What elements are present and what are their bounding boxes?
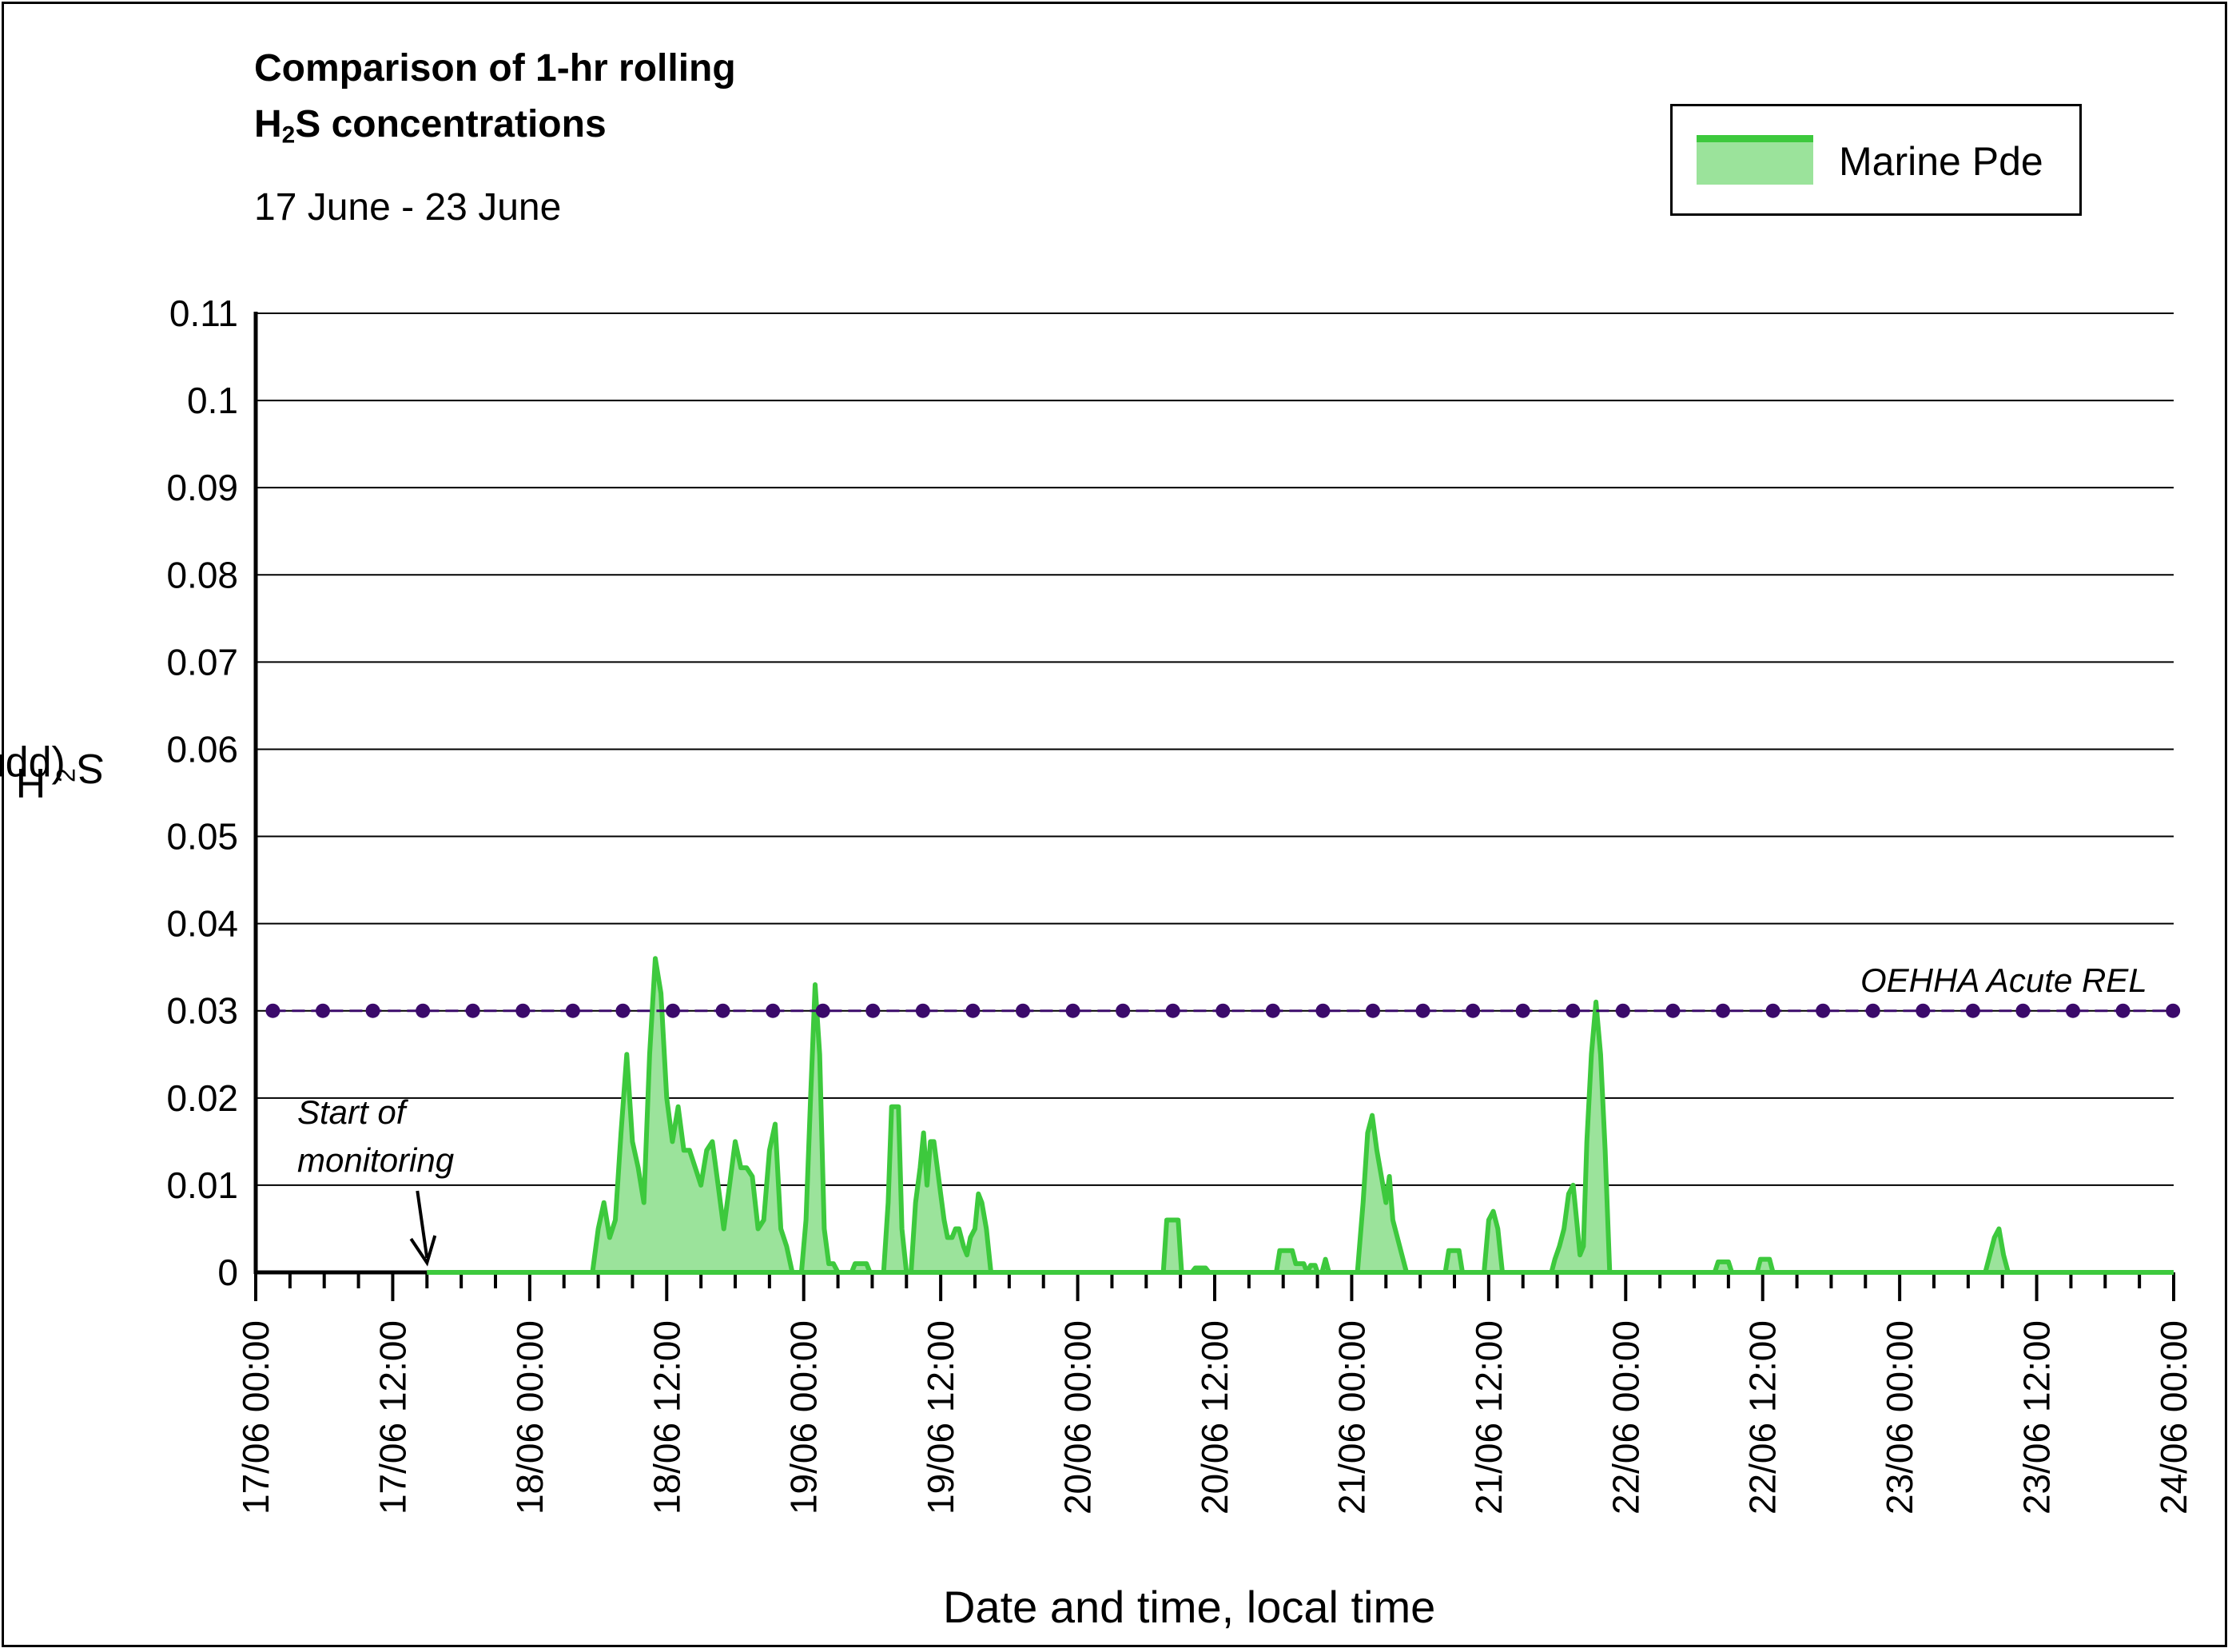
y-tick-label-7: 0.07 <box>166 641 238 683</box>
oehha-marker-2 <box>365 1003 380 1018</box>
series-layer <box>427 956 2174 1275</box>
y-tick-label-4: 0.04 <box>166 903 238 945</box>
oehha-marker-11 <box>815 1003 830 1018</box>
annotation-layer <box>409 1190 437 1267</box>
y-tick-label-5: 0.05 <box>166 816 238 858</box>
oehha-marker-9 <box>715 1003 730 1018</box>
oehha-marker-26 <box>1566 1003 1581 1018</box>
x-tick-label-6: 20/06 00:00 <box>1057 1320 1099 1515</box>
x-tick-labels: 17/06 00:00 17/06 12:00 18/06 00:00 18/06 1… <box>235 1320 2194 1515</box>
oehha-marker-16 <box>1065 1003 1080 1018</box>
x-tick-label-0: 17/06 00:00 <box>235 1320 277 1515</box>
x-tick-label-8: 21/06 00:00 <box>1331 1320 1372 1515</box>
oehha-marker-38 <box>2166 1003 2181 1018</box>
y-tick-label-8: 0.08 <box>166 554 238 595</box>
chart-subtitle: 17 June - 23 June <box>254 186 562 229</box>
y-tick-label-11: 0.11 <box>169 293 238 334</box>
y-tick-label-0: 0 <box>217 1252 238 1293</box>
annotation-start-of-monitoring-line1: Start of <box>297 1093 406 1131</box>
oehha-marker-18 <box>1165 1003 1180 1018</box>
oehha-marker-12 <box>865 1003 881 1018</box>
chart-title-line1: Comparison of 1-hr rolling <box>254 47 736 90</box>
oehha-marker-37 <box>2115 1003 2131 1018</box>
oehha-marker-7 <box>615 1003 631 1018</box>
x-tick-label-14: 24/06 00:00 <box>2153 1320 2194 1515</box>
y-tick-label-2: 0.02 <box>166 1077 238 1119</box>
series-marine-pde-line <box>427 956 2174 1275</box>
oehha-marker-25 <box>1515 1003 1530 1018</box>
oehha-marker-0 <box>265 1003 280 1018</box>
x-tick-label-3: 18/06 12:00 <box>646 1320 687 1515</box>
y-tick-label-10: 0.1 <box>187 380 238 421</box>
x-tick-label-7: 20/06 12:00 <box>1194 1320 1235 1515</box>
oehha-marker-17 <box>1116 1003 1131 1018</box>
oehha-marker-5 <box>515 1003 531 1018</box>
oehha-marker-21 <box>1315 1003 1331 1018</box>
oehha-marker-32 <box>1865 1003 1880 1018</box>
x-tick-label-10: 22/06 00:00 <box>1605 1320 1646 1515</box>
axes <box>253 312 2175 1301</box>
legend-label-marine-pde: Marine Pde <box>1839 139 2043 184</box>
series-marine-pde-area <box>427 958 2174 1272</box>
chart-title-line2: H2S concentrations <box>254 103 607 149</box>
oehha-marker-10 <box>766 1003 781 1018</box>
oehha-marker-15 <box>1016 1003 1030 1018</box>
x-tick-label-1: 17/06 12:00 <box>372 1320 413 1515</box>
oehha-marker-27 <box>1615 1003 1630 1018</box>
x-tick-label-5: 19/06 12:00 <box>920 1320 961 1515</box>
x-tick-label-13: 23/06 12:00 <box>2016 1320 2058 1515</box>
oehha-marker-29 <box>1716 1003 1730 1018</box>
y-tick-label-3: 0.03 <box>166 990 238 1032</box>
oehha-marker-6 <box>565 1003 580 1018</box>
start-of-monitoring-arrow-shaft <box>416 1190 429 1259</box>
oehha-marker-20 <box>1265 1003 1280 1018</box>
x-tick-label-4: 19/06 00:00 <box>783 1320 825 1515</box>
oehha-marker-8 <box>666 1003 680 1018</box>
reference-line-layer <box>265 1003 2181 1018</box>
x-tick-label-12: 23/06 00:00 <box>1879 1320 1920 1515</box>
oehha-marker-33 <box>1916 1003 1931 1018</box>
oehha-marker-36 <box>2066 1003 2080 1018</box>
oehha-marker-4 <box>465 1003 480 1018</box>
oehha-marker-3 <box>416 1003 431 1018</box>
x-tick-label-11: 22/06 12:00 <box>1742 1320 1784 1515</box>
oehha-marker-22 <box>1366 1003 1380 1018</box>
x-tick-label-9: 21/06 12:00 <box>1468 1320 1510 1515</box>
y-tick-label-1: 0.01 <box>166 1164 238 1206</box>
annotation-oehha-acute-rel: OEHHA Acute REL <box>1860 961 2147 999</box>
oehha-marker-14 <box>965 1003 981 1018</box>
oehha-marker-30 <box>1765 1003 1780 1018</box>
start-of-monitoring-arrow-head <box>409 1235 437 1267</box>
oehha-marker-35 <box>2015 1003 2031 1018</box>
y-tick-label-6: 0.06 <box>166 728 238 770</box>
y-tick-labels: 0 0.01 0.02 0.03 0.04 0.05 0.06 0.07 0.08 0.09 0.1… <box>166 293 238 1293</box>
grid-lines <box>256 312 2174 1186</box>
oehha-marker-28 <box>1665 1003 1681 1018</box>
legend-swatch-marine-pde <box>1697 135 1813 185</box>
annotation-start-of-monitoring-line2: monitoring <box>297 1141 455 1179</box>
oehha-marker-13 <box>915 1003 930 1018</box>
oehha-marker-23 <box>1415 1003 1430 1018</box>
oehha-marker-1 <box>316 1003 330 1018</box>
oehha-marker-24 <box>1466 1003 1481 1018</box>
oehha-marker-19 <box>1215 1003 1231 1018</box>
y-tick-label-9: 0.09 <box>166 467 238 508</box>
legend: Marine Pde <box>1670 104 2082 216</box>
x-tick-label-2: 18/06 00:00 <box>509 1320 551 1515</box>
x-axis-label: Date and time, local time <box>943 1582 1436 1632</box>
oehha-marker-34 <box>1965 1003 1980 1018</box>
oehha-marker-31 <box>1816 1003 1831 1018</box>
